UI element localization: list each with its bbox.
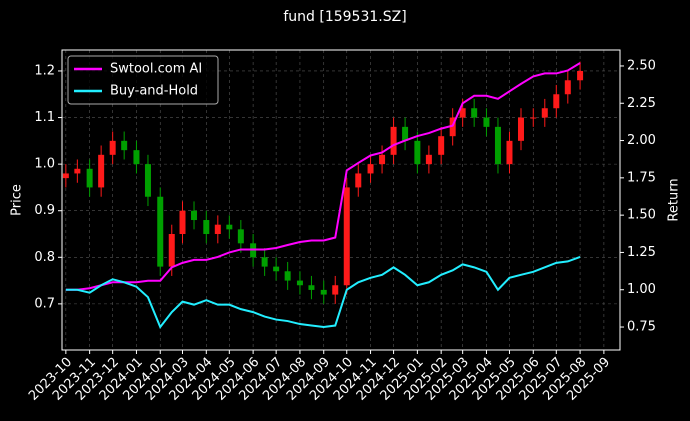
candle-body [343,187,350,286]
candle-body [402,126,409,141]
candle-body [438,136,445,155]
candle-body [564,80,571,95]
candle-body [459,108,466,118]
candle-body [296,280,303,286]
y2-tick-label: 1.25 [627,245,656,260]
candle-body [506,140,513,165]
candle-body [541,108,548,118]
candle-body [308,285,315,290]
candle-body [414,140,421,165]
y-tick-label: 1.0 [34,157,55,172]
y2-tick-label: 1.75 [627,170,656,185]
candle-body [471,108,478,118]
candle-body [332,285,339,295]
candle-body [237,229,244,244]
candle-body [179,210,186,235]
candle-body [355,173,362,188]
candle-body [191,210,198,221]
candle-body [86,168,93,188]
plot-frame [61,49,621,351]
candle-body [517,117,524,141]
candle-body [226,224,233,230]
candle-body [379,154,386,165]
candle-body [273,266,280,272]
candle-body [367,164,374,174]
candle-body [144,164,151,197]
y-tick-label: 0.9 [34,203,55,218]
legend-box [67,55,219,105]
candle-body [157,196,164,267]
y-tick-label: 1.1 [34,110,55,125]
candle-body [553,94,560,109]
y2-tick-label: 2.00 [627,133,656,148]
candle-body [494,126,501,165]
legend-label: Swtool.com AI [110,62,202,77]
return-line [65,255,581,330]
y-tick-label: 0.8 [34,250,55,265]
candle-body [425,154,432,165]
y2-axis-label: Return [667,178,682,221]
y-tick-label: 1.2 [34,63,55,78]
candle-body [390,126,397,155]
y2-tick-label: 2.50 [627,58,656,73]
candle-body [121,140,128,151]
chart-title: fund [159531.SZ] [283,9,406,25]
candle-body [320,289,327,295]
candle-body [214,224,221,235]
candle-body [203,220,210,235]
candle-body [109,140,116,155]
y2-tick-label: 0.75 [627,320,656,335]
candle-body [261,257,268,267]
candle-body [74,168,81,174]
candle-body [133,150,140,165]
y-axis-label: Price [10,184,25,216]
candle-body [98,154,105,188]
y2-tick-label: 2.25 [627,96,656,111]
candle-body [530,117,537,119]
y2-tick-label: 1.00 [627,282,656,297]
candle-body [168,234,175,267]
candle-body [577,70,584,81]
candle-body [483,117,490,127]
candle-body [62,173,69,179]
candle-body [449,117,456,137]
legend-label: Buy-and-Hold [110,84,198,99]
candle-body [284,271,291,281]
return-line [65,62,581,291]
y-tick-label: 0.7 [34,296,55,311]
y2-tick-label: 1.50 [627,208,656,223]
